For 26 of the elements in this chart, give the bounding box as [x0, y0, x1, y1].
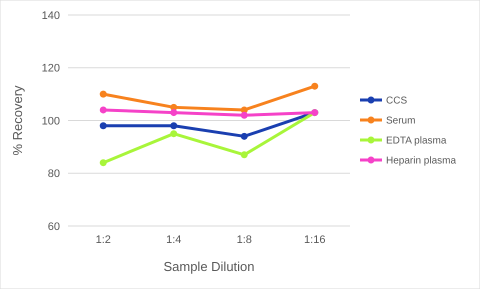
point [240, 112, 248, 119]
x-axis-title: Sample Dilution [163, 259, 255, 274]
point [100, 159, 107, 166]
y-tick-label: 100 [42, 115, 60, 128]
point [100, 106, 107, 114]
y-tick-label: 140 [42, 10, 60, 22]
point [170, 130, 178, 138]
y-tick-label: 60 [48, 220, 60, 233]
point [240, 151, 248, 158]
point [100, 90, 107, 98]
point [311, 82, 318, 90]
x-tick-label: 1:16 [304, 234, 326, 246]
y-axis-title: % Recovery [10, 84, 25, 156]
point [170, 122, 178, 130]
legend-label: CCS [386, 96, 408, 106]
x-tick-label: 1:2 [96, 234, 111, 246]
point [240, 132, 248, 140]
legend-label: Heparin plasma [386, 156, 456, 166]
y-tick-label: 120 [42, 62, 60, 75]
point [170, 109, 178, 116]
legend-label: Serum [386, 116, 416, 126]
x-tick-label: 1:4 [166, 234, 182, 246]
legend-label: EDTA plasma [386, 136, 447, 146]
y-tick-label: 80 [48, 168, 60, 180]
point [100, 122, 107, 130]
x-tick-label: 1:8 [236, 234, 252, 246]
